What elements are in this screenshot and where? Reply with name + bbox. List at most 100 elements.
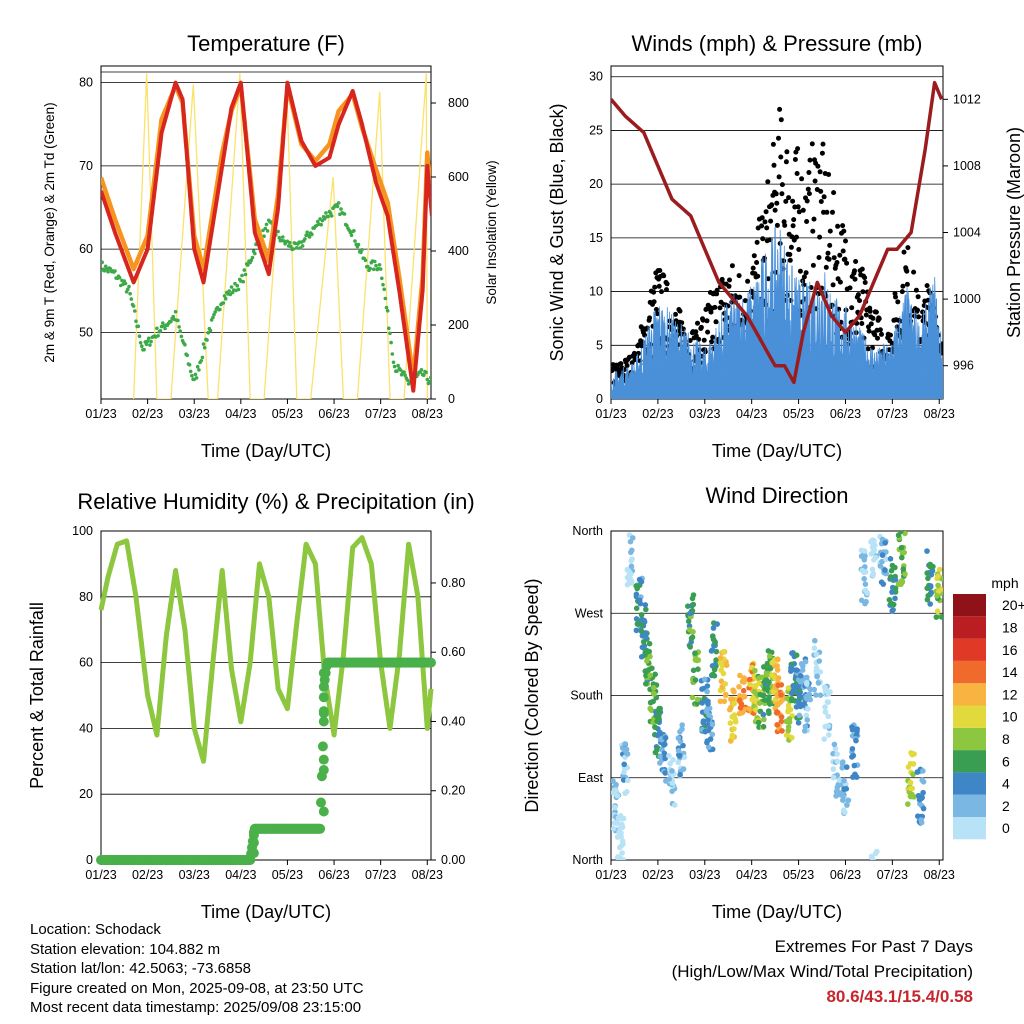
- direction-point: [705, 744, 712, 750]
- temperature-panel: 01/23 02/23 03/23 04/23 05/23 06/23 07/23 08/23…: [42, 31, 499, 461]
- gust-point: [830, 282, 836, 288]
- gust-point: [819, 150, 825, 156]
- dewpoint-point: [319, 222, 324, 227]
- gust-point: [768, 218, 774, 224]
- gust-point: [787, 257, 793, 263]
- direction-point: [737, 672, 743, 679]
- gust-point: [893, 294, 898, 300]
- gust-point: [797, 268, 803, 274]
- dewpoint-point: [108, 267, 113, 271]
- direction-point: [636, 576, 643, 583]
- direction-point: [699, 700, 705, 706]
- gust-point: [787, 252, 793, 257]
- direction-plot: [611, 531, 943, 860]
- gust-point: [664, 287, 669, 293]
- legend-label: 14: [1002, 664, 1018, 680]
- y2-tick-label: 0.40: [441, 714, 465, 728]
- direction-point: [626, 578, 633, 585]
- gust-point: [778, 154, 784, 160]
- direction-point: [712, 639, 718, 646]
- gust-point: [782, 222, 788, 228]
- direction-point: [796, 712, 803, 719]
- direction-point: [643, 634, 649, 641]
- winds-title: Winds (mph) & Pressure (mb): [632, 31, 923, 56]
- direction-point: [714, 621, 720, 627]
- dewpoint-point: [187, 363, 192, 367]
- dewpoint-point: [335, 204, 340, 209]
- direction-point: [690, 667, 697, 674]
- direction-point: [849, 746, 856, 752]
- dewpoint-point: [129, 297, 134, 301]
- gust-point: [841, 228, 847, 234]
- direction-point: [741, 679, 747, 685]
- direction-point: [633, 591, 640, 598]
- x-tick-label: 01/23: [85, 407, 116, 421]
- x-tick-label: 03/23: [689, 868, 720, 882]
- gust-point: [742, 298, 748, 304]
- direction-point: [907, 760, 914, 767]
- legend-swatch: [953, 683, 986, 706]
- direction-point: [774, 656, 781, 662]
- precipitation-point: [248, 827, 259, 838]
- direction-point: [720, 670, 727, 677]
- dewpoint-point: [291, 247, 296, 251]
- direction-point: [811, 686, 817, 693]
- gust-point: [855, 292, 861, 298]
- direction-point: [620, 777, 627, 783]
- humidity-plot: [96, 535, 436, 865]
- direction-point: [628, 571, 634, 577]
- gust-point: [795, 146, 801, 152]
- direction-point: [625, 777, 631, 784]
- direction-point: [785, 708, 791, 715]
- x-tick-label: 08/23: [924, 407, 955, 421]
- direction-point: [662, 735, 669, 741]
- dewpoint-point: [171, 314, 175, 319]
- y-tick-label: 20: [589, 177, 603, 191]
- direction-point: [729, 696, 736, 702]
- direction-point: [747, 681, 753, 688]
- dewpoint-point: [208, 328, 213, 333]
- direction-point: [920, 768, 926, 774]
- gust-point: [745, 278, 751, 284]
- dewpoint-point: [140, 344, 144, 349]
- direction-point: [801, 728, 808, 734]
- direction-point: [651, 691, 657, 697]
- x-tick-label: 06/23: [830, 868, 861, 882]
- gust-point: [729, 263, 735, 269]
- dewpoint-point: [229, 285, 234, 289]
- direction-point: [690, 601, 697, 608]
- dewpoint-point: [206, 331, 210, 335]
- humidity-xlabel: Time (Day/UTC): [201, 902, 331, 922]
- direction-point: [910, 771, 916, 778]
- direction-point: [799, 667, 806, 673]
- precipitation-point: [318, 681, 329, 692]
- gust-point: [781, 258, 787, 264]
- direction-point: [709, 671, 716, 678]
- direction-point: [705, 717, 711, 723]
- gust-point: [659, 289, 664, 295]
- direction-point: [710, 625, 717, 631]
- x-tick-label: 05/23: [272, 407, 303, 421]
- direction-point: [831, 741, 838, 748]
- direction-point: [834, 751, 840, 757]
- dewpoint-point: [221, 301, 226, 305]
- gust-point: [815, 163, 821, 169]
- legend-label: 10: [1002, 709, 1018, 725]
- direction-point: [656, 708, 662, 714]
- direction-point: [849, 754, 855, 760]
- direction-point: [652, 749, 659, 756]
- direction-point: [920, 789, 926, 796]
- direction-point: [730, 687, 736, 693]
- gust-point: [876, 316, 882, 322]
- dewpoint-point: [228, 292, 233, 297]
- x-tick-label: 05/23: [783, 407, 814, 421]
- gust-point: [679, 320, 685, 326]
- gust-point: [651, 289, 657, 295]
- direction-point: [760, 692, 767, 698]
- winds-plot: [611, 80, 943, 399]
- direction-point: [845, 797, 852, 804]
- gust-point: [708, 309, 714, 315]
- direction-point: [774, 722, 780, 728]
- gust-point: [651, 299, 657, 305]
- direction-point: [736, 697, 743, 703]
